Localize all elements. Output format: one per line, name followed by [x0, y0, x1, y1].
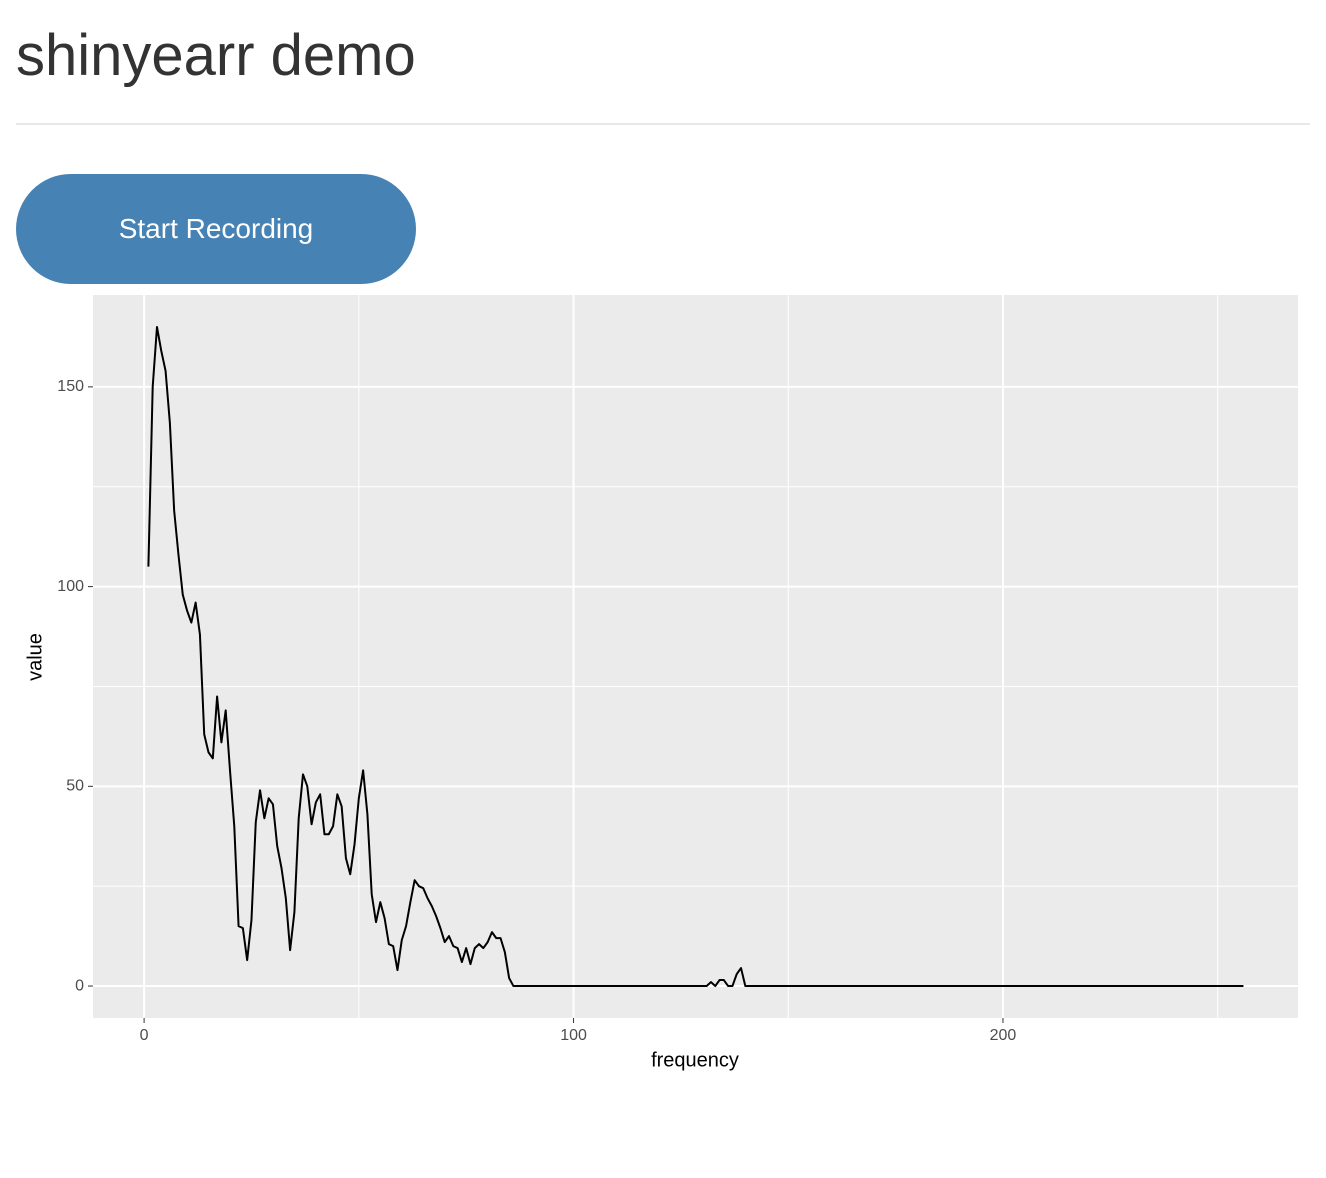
y-tick-label: 150: [57, 378, 84, 395]
plot-panel: [93, 295, 1298, 1018]
y-tick-label: 50: [66, 778, 84, 795]
x-axis-label: frequency: [651, 1049, 739, 1071]
start-recording-button[interactable]: Start Recording: [16, 174, 416, 284]
y-axis-label: value: [24, 633, 46, 681]
page-title: shinyearr demo: [16, 23, 416, 88]
data-line: [147, 325, 1244, 988]
x-tick-label: 100: [560, 1027, 587, 1044]
divider: [16, 123, 1310, 125]
x-tick-label: 200: [990, 1027, 1017, 1044]
y-tick-label: 100: [57, 578, 84, 595]
y-tick-label: 0: [75, 977, 84, 994]
x-tick-label: 0: [140, 1027, 149, 1044]
